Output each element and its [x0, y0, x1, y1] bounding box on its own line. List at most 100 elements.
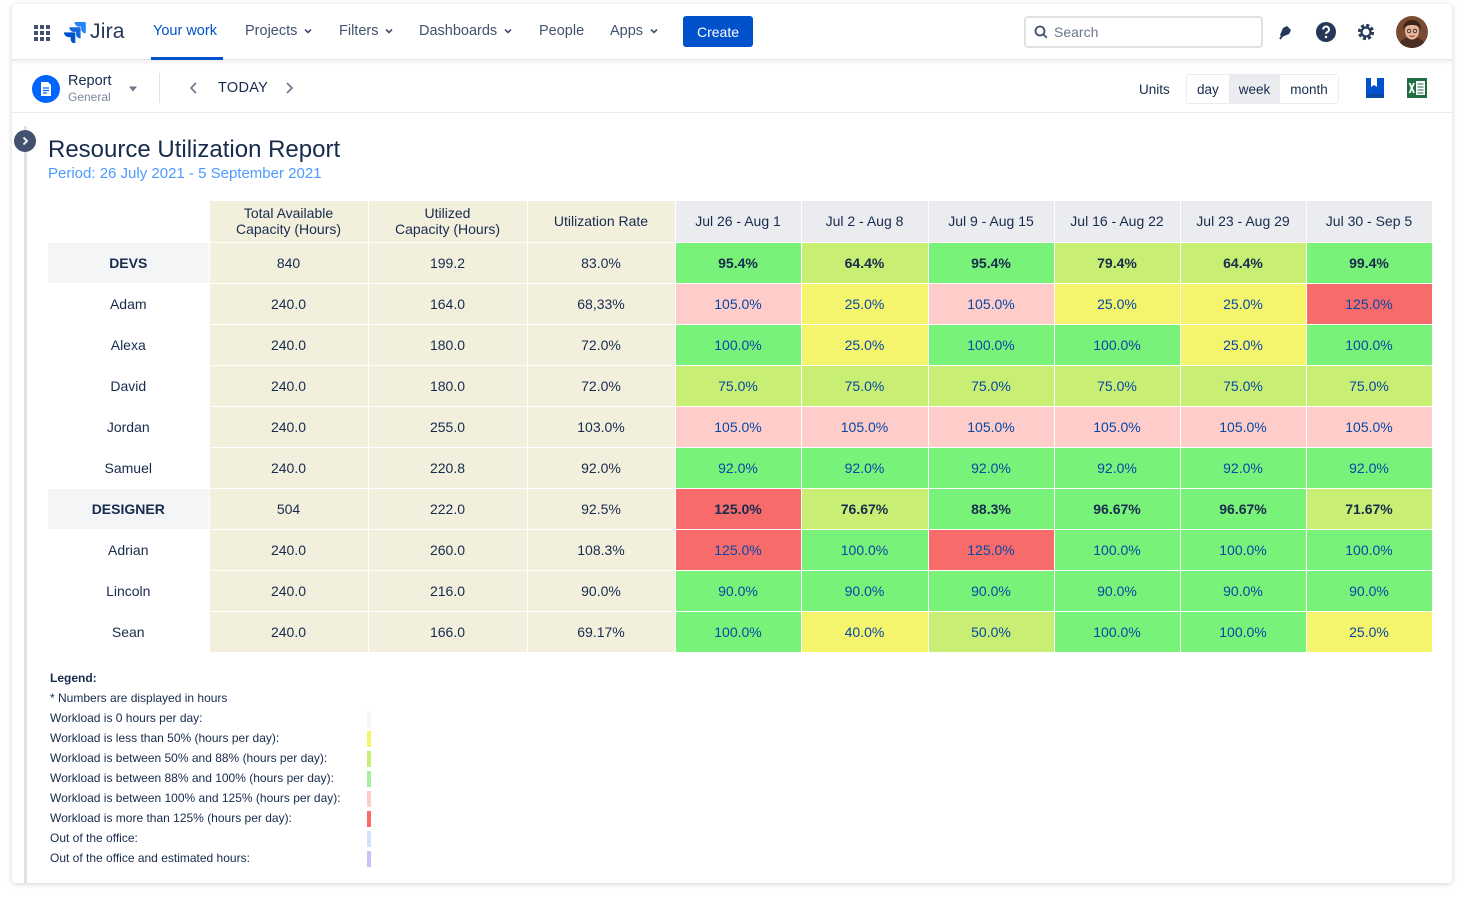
unit-month-button[interactable]: month: [1280, 75, 1338, 103]
member-name: Samuel: [48, 447, 210, 489]
legend-color-swatch: [367, 711, 371, 727]
week-utilization-cell: 105.0%: [1180, 406, 1307, 448]
week-utilization-cell: 105.0%: [675, 283, 802, 325]
header-week: Jul 23 - Aug 29: [1180, 201, 1307, 243]
total-capacity-cell: 240.0: [209, 529, 369, 571]
excel-export-icon[interactable]: [1405, 76, 1429, 100]
header-total-capacity-line1: Total Available: [243, 205, 334, 222]
week-utilization-cell: 100.0%: [1306, 529, 1433, 571]
legend-item: Workload is between 100% and 125% (hours…: [50, 788, 380, 808]
week-utilization-cell: 92.0%: [1054, 447, 1181, 489]
week-utilization-cell: 25.0%: [1306, 611, 1433, 653]
week-utilization-cell: 75.0%: [1306, 365, 1433, 407]
member-name: Alexa: [48, 324, 210, 366]
total-capacity-cell: 240.0: [209, 406, 369, 448]
nav-people[interactable]: People: [539, 23, 584, 39]
chevron-left-icon[interactable]: [188, 81, 200, 95]
table-row[interactable]: Samuel 240.0 220.8 92.0% 92.0% 92.0% 92.0% 92.0…: [48, 447, 1433, 489]
table-row[interactable]: Adam 240.0 164.0 68,33% 105.0% 25.0% 105.0% 25.…: [48, 283, 1433, 325]
week-utilization-cell: 90.0%: [1180, 570, 1307, 612]
week-utilization-cell: 125.0%: [675, 529, 802, 571]
chevron-down-icon: [504, 28, 512, 34]
utilized-capacity-cell: 260.0: [368, 529, 528, 571]
header-utilized-capacity-line2: Capacity (Hours): [394, 221, 501, 238]
week-utilization-cell: 75.0%: [928, 365, 1055, 407]
top-navigation: Jira Your work Projects Filters Dashboar…: [12, 4, 1452, 60]
table-row[interactable]: Lincoln 240.0 216.0 90.0% 90.0% 90.0% 90.0% 90.…: [48, 570, 1433, 612]
today-button[interactable]: TODAY: [218, 80, 269, 96]
search-input[interactable]: [1054, 24, 1244, 40]
legend-item-label: * Numbers are displayed in hours: [50, 691, 228, 705]
report-name[interactable]: Report: [68, 73, 112, 89]
nav-filters[interactable]: Filters: [339, 23, 394, 39]
group-row[interactable]: DEVS 840 199.2 83.0% 95.4% 64.4% 95.4% 79.4% 64.…: [48, 242, 1433, 284]
week-utilization-cell: 64.4%: [801, 242, 929, 284]
member-name: Adam: [48, 283, 210, 325]
legend-item: Out of the office and estimated hours:: [50, 848, 380, 868]
caret-down-icon[interactable]: [128, 85, 138, 93]
nav-dashboards[interactable]: Dashboards: [419, 23, 513, 39]
week-utilization-cell: 64.4%: [1180, 242, 1307, 284]
chevron-right-icon[interactable]: [283, 81, 295, 95]
app-switcher-icon[interactable]: [34, 25, 50, 41]
legend-title: Legend:: [50, 671, 97, 685]
header-week: Jul 30 - Sep 5: [1306, 201, 1433, 243]
help-icon[interactable]: [1314, 20, 1338, 44]
group-row[interactable]: DESIGNER 504 222.0 92.5% 125.0% 76.67% 88.3% 96…: [48, 488, 1433, 530]
week-utilization-cell: 90.0%: [801, 570, 929, 612]
legend-item-label: Workload is between 100% and 125% (hours…: [50, 791, 341, 805]
nav-filters-label: Filters: [339, 23, 379, 39]
table-row[interactable]: Jordan 240.0 255.0 103.0% 105.0% 105.0% 105.0%…: [48, 406, 1433, 448]
legend-item: Workload is 0 hours per day:: [50, 708, 380, 728]
week-utilization-cell: 100.0%: [1054, 611, 1181, 653]
search-box[interactable]: [1024, 16, 1263, 48]
utilization-rate-cell: 69.17%: [527, 611, 676, 653]
week-utilization-cell: 105.0%: [928, 406, 1055, 448]
week-utilization-cell: 92.0%: [1180, 447, 1307, 489]
settings-icon[interactable]: [1354, 20, 1378, 44]
header-week: Jul 26 - Aug 1: [675, 201, 802, 243]
utilization-rate-cell: 92.0%: [527, 447, 676, 489]
week-utilization-cell: 100.0%: [1306, 324, 1433, 366]
member-name: David: [48, 365, 210, 407]
nav-apps[interactable]: Apps: [610, 23, 659, 39]
table-row[interactable]: Adrian 240.0 260.0 108.3% 125.0% 100.0% 125.0%…: [48, 529, 1433, 571]
jira-logo[interactable]: Jira: [64, 20, 125, 44]
legend-item: Out of the office:: [50, 828, 380, 848]
week-utilization-cell: 25.0%: [801, 283, 929, 325]
utilized-capacity-cell: 216.0: [368, 570, 528, 612]
week-utilization-cell: 100.0%: [1054, 324, 1181, 366]
week-utilization-cell: 75.0%: [675, 365, 802, 407]
header-total-capacity-line2: Capacity (Hours): [235, 221, 342, 238]
utilized-capacity-cell: 255.0: [368, 406, 528, 448]
report-toolbar: Report General TODAY Units day week mont…: [12, 61, 1452, 113]
table-row[interactable]: David 240.0 180.0 72.0% 75.0% 75.0% 75.0% 75.0%…: [48, 365, 1433, 407]
week-utilization-cell: 25.0%: [801, 324, 929, 366]
week-utilization-cell: 100.0%: [801, 529, 929, 571]
week-utilization-cell: 105.0%: [1054, 406, 1181, 448]
bookmark-export-icon[interactable]: [1363, 76, 1387, 100]
group-name: DEVS: [48, 242, 210, 284]
notifications-icon[interactable]: [1274, 20, 1298, 44]
week-utilization-cell: 25.0%: [1180, 324, 1307, 366]
week-utilization-cell: 25.0%: [1180, 283, 1307, 325]
report-period: Period: 26 July 2021 - 5 September 2021: [48, 165, 322, 182]
user-avatar[interactable]: [1396, 16, 1428, 48]
utilization-rate-cell: 90.0%: [527, 570, 676, 612]
utilized-capacity-cell: 166.0: [368, 611, 528, 653]
table-row[interactable]: Alexa 240.0 180.0 72.0% 100.0% 25.0% 100.0% 100…: [48, 324, 1433, 366]
week-utilization-cell: 96.67%: [1180, 488, 1307, 530]
unit-week-button[interactable]: week: [1228, 75, 1281, 103]
units-label: Units: [1139, 82, 1170, 97]
header-total-capacity: Total Available Capacity (Hours): [209, 201, 369, 243]
nav-your-work[interactable]: Your work: [153, 23, 217, 39]
week-utilization-cell: 105.0%: [928, 283, 1055, 325]
unit-day-button[interactable]: day: [1187, 75, 1229, 103]
table-row[interactable]: Sean 240.0 166.0 69.17% 100.0% 40.0% 50.0% 100.…: [48, 611, 1433, 653]
week-utilization-cell: 90.0%: [675, 570, 802, 612]
nav-projects[interactable]: Projects: [245, 23, 313, 39]
chevron-down-icon: [385, 28, 394, 34]
expand-sidebar-icon[interactable]: [14, 130, 36, 152]
table-header-row: Total Available Capacity (Hours) Utilize…: [48, 201, 1433, 243]
create-button[interactable]: Create: [683, 16, 753, 47]
